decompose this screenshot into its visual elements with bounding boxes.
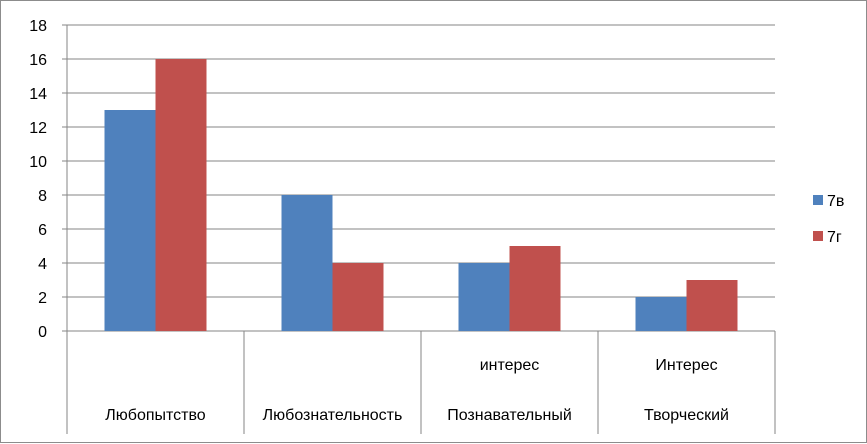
bar-7в-0 [104,110,156,331]
legend-label: 7в [827,193,844,210]
y-tick-label: 12 [29,120,47,137]
category-label: интерес [480,357,540,374]
y-tick-label: 0 [38,324,47,341]
bar-7г-2 [509,246,561,331]
category-label: Любознательность [263,407,403,424]
y-tick-label: 4 [38,256,47,273]
category-label: Интерес [655,357,717,374]
bar-7в-2 [458,263,510,331]
y-tick-label: 6 [38,222,47,239]
legend-swatch [813,231,823,241]
bar-7в-3 [635,297,687,331]
y-tick-label: 16 [29,52,47,69]
y-tick-label: 10 [29,154,47,171]
bar-7г-1 [332,263,384,331]
y-tick-label: 18 [29,18,47,35]
y-tick-label: 14 [29,86,47,103]
category-label: Любопытство [105,407,206,424]
legend-swatch [813,195,823,205]
category-label: Творческий [644,407,729,424]
y-tick-label: 2 [38,290,47,307]
bar-7в-1 [281,195,333,331]
bar-7г-0 [155,59,207,331]
bar-7г-3 [686,280,738,331]
legend-label: 7г [827,229,842,246]
y-tick-label: 8 [38,188,47,205]
category-label: Познавательный [447,407,572,424]
